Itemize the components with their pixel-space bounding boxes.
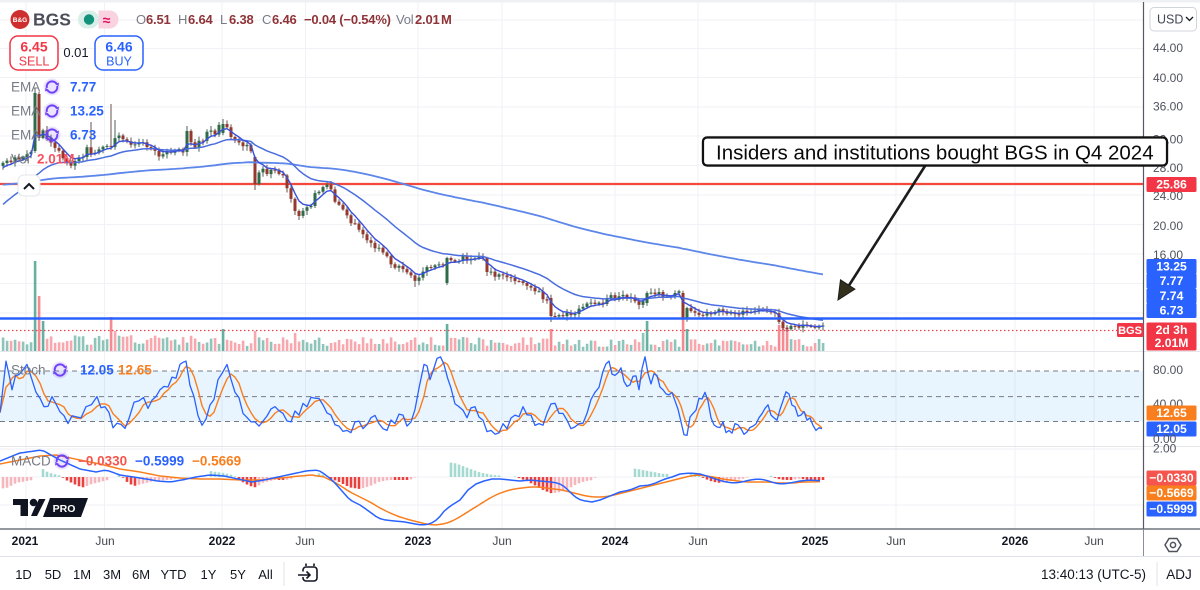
svg-text:ADJ: ADJ	[1166, 567, 1192, 582]
svg-text:−0.5999: −0.5999	[135, 454, 184, 469]
svg-text:16.00: 16.00	[1153, 248, 1183, 262]
svg-text:12.65: 12.65	[1156, 406, 1187, 420]
svg-text:M: M	[441, 12, 452, 27]
svg-text:EMA: EMA	[11, 128, 40, 143]
svg-text:Vol: Vol	[396, 12, 414, 27]
svg-text:2.01M: 2.01M	[37, 152, 75, 167]
svg-text:5D: 5D	[45, 567, 62, 582]
svg-text:−0.0330: −0.0330	[1149, 471, 1194, 485]
svg-text:36.00: 36.00	[1153, 100, 1183, 114]
svg-text:20.00: 20.00	[1153, 219, 1183, 233]
svg-text:2.01M: 2.01M	[1155, 336, 1189, 350]
svg-text:BGS: BGS	[33, 10, 71, 30]
svg-text:25.86: 25.86	[1156, 178, 1187, 192]
svg-text:7.74: 7.74	[1160, 289, 1184, 303]
svg-text:12.65: 12.65	[118, 363, 152, 378]
svg-text:SELL: SELL	[19, 55, 50, 69]
svg-text:6.46: 6.46	[272, 12, 297, 27]
svg-text:Jun: Jun	[492, 534, 511, 548]
svg-text:Jun: Jun	[886, 534, 905, 548]
svg-text:6.64: 6.64	[188, 12, 213, 27]
svg-text:1D: 1D	[15, 567, 32, 582]
svg-text:40.00: 40.00	[1153, 71, 1183, 85]
svg-text:1Y: 1Y	[201, 567, 217, 582]
svg-text:7.77: 7.77	[70, 80, 96, 95]
svg-text:0.00: 0.00	[1153, 432, 1177, 446]
svg-text:YTD: YTD	[161, 567, 187, 582]
svg-text:2021: 2021	[12, 534, 39, 548]
svg-text:EMA: EMA	[11, 80, 40, 95]
svg-text:3M: 3M	[103, 567, 121, 582]
svg-text:80.00: 80.00	[1153, 363, 1183, 377]
svg-text:12.05: 12.05	[80, 363, 114, 378]
svg-text:24.00: 24.00	[1153, 189, 1183, 203]
svg-text:2022: 2022	[209, 534, 236, 548]
svg-text:All: All	[258, 567, 273, 582]
svg-text:B&G: B&G	[13, 17, 27, 24]
svg-text:0.01: 0.01	[63, 45, 88, 60]
svg-text:2023: 2023	[405, 534, 432, 548]
svg-text:−0.5669: −0.5669	[1149, 486, 1194, 500]
svg-text:BGS: BGS	[1118, 325, 1142, 337]
svg-text:EMA: EMA	[11, 104, 40, 119]
svg-text:6.51: 6.51	[146, 12, 171, 27]
svg-text:Jun: Jun	[688, 534, 707, 548]
svg-text:BUY: BUY	[106, 55, 132, 69]
svg-text:1M: 1M	[73, 567, 91, 582]
svg-text:6.73: 6.73	[1160, 304, 1184, 318]
svg-text:6M: 6M	[132, 567, 150, 582]
svg-text:6.73: 6.73	[70, 128, 97, 143]
svg-text:6.38: 6.38	[229, 12, 254, 27]
svg-text:O: O	[136, 12, 146, 27]
svg-text:Vol: Vol	[11, 152, 30, 167]
svg-text:−0.5999: −0.5999	[1149, 502, 1194, 516]
svg-text:13.25: 13.25	[70, 104, 104, 119]
svg-text:5Y: 5Y	[230, 567, 246, 582]
svg-text:12.05: 12.05	[1156, 422, 1187, 436]
svg-text:−0.0330: −0.0330	[78, 454, 127, 469]
svg-text:6.45: 6.45	[20, 39, 47, 55]
svg-text:Stoch: Stoch	[11, 363, 46, 378]
svg-text:13:40:13 (UTC-5): 13:40:13 (UTC-5)	[1041, 567, 1146, 582]
svg-text:2.01: 2.01	[415, 12, 440, 27]
svg-text:13.25: 13.25	[1156, 260, 1187, 274]
svg-text:7.77: 7.77	[1160, 274, 1184, 288]
svg-text:MACD: MACD	[11, 454, 51, 469]
svg-text:PRO: PRO	[53, 503, 76, 515]
svg-text:Jun: Jun	[1084, 534, 1103, 548]
svg-text:2026: 2026	[1002, 534, 1029, 548]
svg-text:C: C	[262, 12, 271, 27]
svg-text:2024: 2024	[602, 534, 629, 548]
svg-text:Jun: Jun	[295, 534, 314, 548]
svg-text:USD: USD	[1157, 13, 1183, 27]
svg-text:2025: 2025	[802, 534, 829, 548]
svg-text:−0.5669: −0.5669	[192, 454, 241, 469]
svg-text:H: H	[178, 12, 187, 27]
svg-text:≈: ≈	[103, 12, 111, 28]
svg-text:2.00: 2.00	[1153, 442, 1177, 456]
svg-text:2d 3h: 2d 3h	[1156, 323, 1188, 337]
svg-text:Insiders and institutions boug: Insiders and institutions bought BGS in …	[716, 142, 1154, 165]
svg-text:6.46: 6.46	[105, 39, 132, 55]
svg-text:44.00: 44.00	[1153, 41, 1183, 55]
svg-text:L: L	[220, 12, 227, 27]
svg-text:−0.04 (−0.54%): −0.04 (−0.54%)	[304, 12, 391, 27]
svg-text:Jun: Jun	[95, 534, 114, 548]
